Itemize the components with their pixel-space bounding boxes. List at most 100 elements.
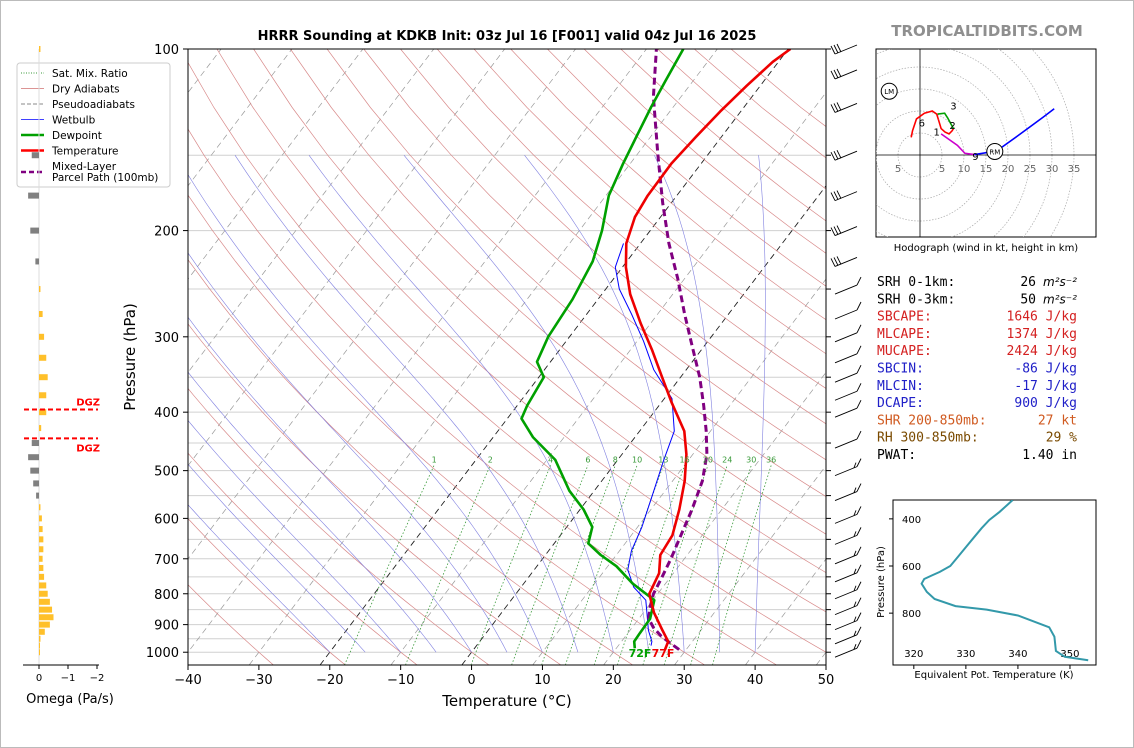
y-tick-label: 1000 bbox=[146, 646, 179, 661]
omega-bar bbox=[30, 467, 39, 474]
y-tick-label: 100 bbox=[154, 43, 179, 58]
y-tick-label: 700 bbox=[154, 553, 179, 568]
x-tick-label: 30 bbox=[676, 673, 693, 688]
omega-bar bbox=[33, 480, 39, 487]
omega-tick-label: −1 bbox=[61, 673, 76, 684]
omega-tick-label: 0 bbox=[36, 673, 42, 684]
skewt-series bbox=[520, 49, 792, 651]
thetae-axis-label: Equivalent Pot. Temperature (K) bbox=[914, 670, 1073, 681]
omega-bar bbox=[39, 573, 45, 580]
index-label: SBCIN: bbox=[877, 362, 924, 377]
omega-bar bbox=[39, 546, 44, 553]
wind-barb bbox=[834, 597, 862, 616]
x-tick-label: 20 bbox=[605, 673, 622, 688]
omega-bar bbox=[39, 333, 45, 340]
storm-motion-label: RM bbox=[989, 148, 1000, 156]
legend-label: Pseudoadiabats bbox=[52, 99, 135, 111]
index-label: MLCIN: bbox=[877, 379, 924, 394]
storm-motion-marker bbox=[986, 142, 1004, 160]
index-label: SRH 0-3km: bbox=[877, 292, 955, 307]
mixing-ratio-label: 2 bbox=[488, 455, 493, 464]
y-tick-label: 600 bbox=[154, 512, 179, 527]
storm-motion-marker bbox=[880, 82, 898, 100]
hodograph-segment bbox=[940, 133, 975, 156]
wind-barb bbox=[830, 256, 858, 267]
index-value: 50 bbox=[1020, 292, 1036, 307]
dry-adiabat bbox=[188, 518, 346, 665]
mixing-ratio-line bbox=[344, 465, 435, 665]
index-value: 27 kt bbox=[1038, 413, 1077, 428]
pseudoadiabat bbox=[188, 316, 472, 653]
index-row-dcape: DCAPE: 900 J/kg bbox=[877, 396, 1077, 411]
dry-adiabat bbox=[253, 49, 826, 574]
mixing-ratio-label: 16 bbox=[680, 455, 690, 464]
index-label: DCAPE: bbox=[877, 396, 924, 411]
index-label: SBCAPE: bbox=[877, 310, 932, 325]
surface-dewpoint-label: 72F bbox=[629, 647, 652, 660]
mixing-ratio-labels: 1 2 4 6 8 10 13 16 20 24 30 36 bbox=[432, 455, 777, 464]
hodograph-height-label: 2 bbox=[949, 121, 955, 132]
y-tick-label: 800 bbox=[154, 588, 179, 603]
series-parcel-path bbox=[647, 49, 709, 651]
index-value: -17 J/kg bbox=[1014, 379, 1077, 394]
dry-adiabat bbox=[188, 61, 826, 653]
mixing-ratio-line bbox=[690, 465, 752, 665]
hodograph-segment bbox=[937, 119, 955, 135]
omega-bar bbox=[39, 598, 50, 605]
omega-bar bbox=[39, 374, 48, 381]
x-tick-label: −30 bbox=[245, 673, 272, 688]
hodograph-ring-label: 5 bbox=[895, 164, 901, 175]
omega-bar bbox=[39, 515, 42, 522]
index-row-mlcape: MLCAPE: 1374 J/kg bbox=[877, 327, 1077, 342]
series-dewpoint bbox=[520, 49, 685, 649]
wind-barb bbox=[834, 564, 862, 583]
thetae-y-tick-label: 600 bbox=[902, 562, 921, 573]
index-label: SRH 0-1km: bbox=[877, 275, 955, 290]
omega-bar bbox=[30, 227, 39, 234]
hodograph-frame bbox=[875, 48, 1097, 238]
index-unit: m²s⁻² bbox=[1043, 275, 1077, 289]
wind-barb bbox=[834, 301, 862, 320]
dry-adiabat bbox=[188, 259, 633, 665]
index-value: 2424 J/kg bbox=[1007, 344, 1077, 359]
mixing-ratio-label: 10 bbox=[632, 455, 642, 464]
y-tick-label: 400 bbox=[154, 406, 179, 421]
hodograph-segment bbox=[910, 110, 940, 138]
isotherm bbox=[188, 49, 647, 653]
legend-label: Sat. Mix. Ratio bbox=[52, 68, 128, 80]
omega-bar bbox=[39, 590, 48, 597]
pseudoadiabat bbox=[754, 155, 766, 653]
isotherm bbox=[188, 49, 576, 560]
wind-barb bbox=[834, 430, 862, 449]
omega-bar bbox=[39, 286, 41, 293]
pseudoadiabat bbox=[403, 155, 650, 653]
dry-adiabat bbox=[363, 49, 826, 461]
x-tick-label: 40 bbox=[747, 673, 764, 688]
mixing-ratio-label: 36 bbox=[766, 455, 776, 464]
dry-adiabat bbox=[216, 49, 826, 613]
wind-barb bbox=[834, 383, 862, 401]
thetae-frame bbox=[892, 499, 1097, 666]
isotherm bbox=[188, 49, 364, 280]
index-row-rh: RH 300-850mb: 29 % bbox=[877, 431, 1077, 446]
isotherm bbox=[319, 49, 789, 665]
x-tick-label: −10 bbox=[387, 673, 414, 688]
dgz-label: DGZ bbox=[76, 443, 100, 454]
omega-bar bbox=[31, 440, 39, 447]
x-tick-label: 0 bbox=[467, 673, 475, 688]
mixing-ratio-label: 30 bbox=[746, 455, 756, 464]
mixing-ratio-line bbox=[511, 465, 589, 665]
omega-bar bbox=[39, 606, 53, 613]
legend-label: Dewpoint bbox=[52, 130, 102, 142]
series-temperature bbox=[624, 49, 792, 651]
storm-motion-label: LM bbox=[884, 88, 894, 96]
dry-adiabat bbox=[290, 49, 826, 535]
omega-bar bbox=[28, 192, 39, 199]
index-row-shr: SHR 200-850mb: 27 kt bbox=[877, 413, 1077, 428]
index-value: 900 J/kg bbox=[1014, 396, 1077, 411]
omega-panel: 0 −1 −2 DGZ DGZ bbox=[23, 46, 104, 684]
index-value: 1646 J/kg bbox=[1007, 310, 1077, 325]
index-row-srh3: SRH 0-3km: 50 m²s⁻² bbox=[877, 292, 1077, 307]
isotherm bbox=[248, 49, 718, 665]
